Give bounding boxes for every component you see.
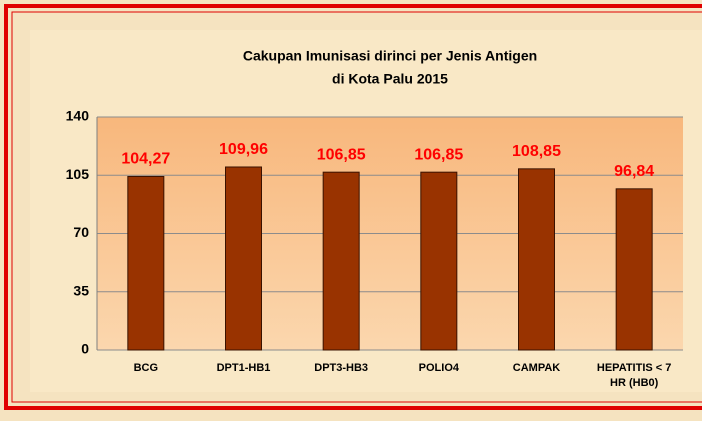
data-label: 106,85: [317, 146, 366, 163]
y-tick-label: 70: [73, 224, 89, 240]
data-label: 106,85: [414, 146, 463, 163]
chart-title: Cakupan Imunisasi dirinci per Jenis Anti…: [243, 48, 537, 64]
x-tick-label: DPT3-HB3: [314, 362, 369, 374]
frame: [4, 4, 702, 410]
bar: [322, 171, 360, 351]
frame-inner: [11, 11, 702, 403]
x-tick-label: POLIO4: [418, 362, 459, 374]
data-label: 104,27: [121, 151, 170, 168]
bar: [615, 188, 653, 351]
bar: [420, 171, 458, 351]
x-tick-label: DPT1-HB1: [216, 362, 271, 374]
bar: [127, 175, 165, 351]
y-tick-label: 140: [66, 108, 90, 124]
x-tick-label: BCG: [133, 362, 159, 374]
data-label: 109,96: [219, 141, 268, 158]
data-label: 96,84: [614, 163, 654, 180]
chart-title: di Kota Palu 2015: [332, 71, 448, 87]
bar: [225, 166, 262, 351]
y-tick-label: 35: [73, 282, 89, 298]
y-tick-label: 105: [66, 166, 90, 182]
x-tick-label: HEPATITIS < 7 HR (HB0): [596, 362, 672, 389]
y-tick-label: 0: [81, 341, 89, 357]
data-label: 108,85: [512, 143, 561, 160]
bar: [518, 168, 555, 351]
x-tick-label: CAMPAK: [512, 362, 561, 374]
